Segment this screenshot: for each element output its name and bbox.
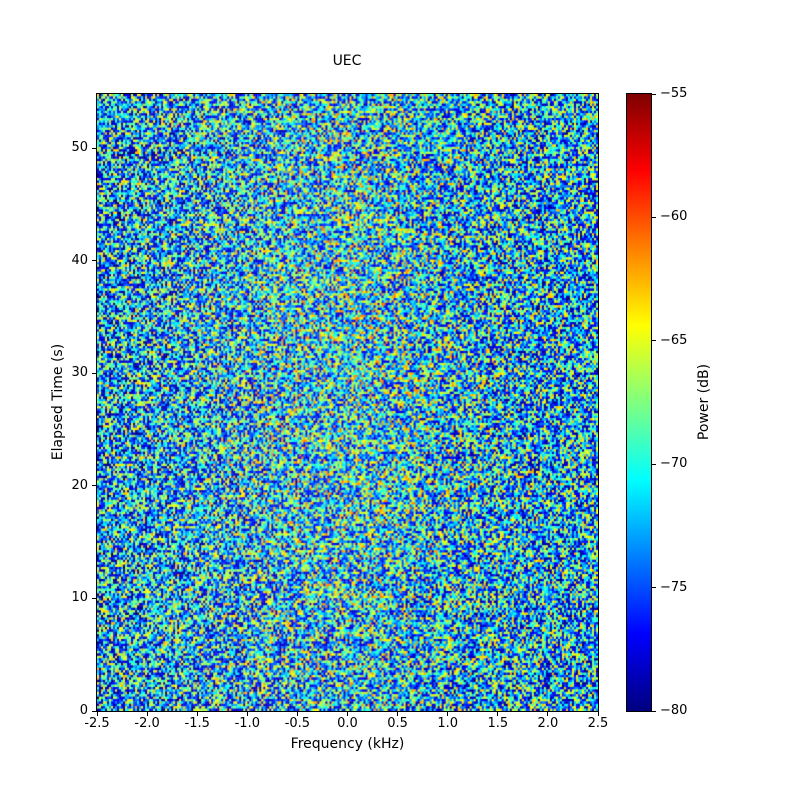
x-tick-mark xyxy=(146,712,148,716)
colorbar-tick-mark xyxy=(652,587,656,589)
spectrogram-canvas xyxy=(97,94,598,711)
y-tick-label: 0 xyxy=(79,703,88,718)
x-tick-label: -2.5 xyxy=(84,716,110,731)
x-tick-label: 0.5 xyxy=(387,716,408,731)
y-tick-mark xyxy=(92,372,96,374)
x-tick-label: 0.0 xyxy=(337,716,358,731)
x-tick-mark xyxy=(347,712,348,716)
y-tick-mark xyxy=(92,260,96,262)
y-tick-label: 20 xyxy=(71,477,88,493)
colorbar-tick-label: −65 xyxy=(660,332,688,348)
x-tick-mark xyxy=(246,712,248,716)
x-tick-label: 2.0 xyxy=(537,716,559,731)
colorbar-tick-label: −70 xyxy=(660,456,688,472)
y-tick-mark xyxy=(92,147,96,149)
colorbar-tick-mark xyxy=(652,93,656,95)
x-tick-mark xyxy=(597,712,599,716)
colorbar-tick-mark xyxy=(652,710,656,712)
colorbar-tick-label: −55 xyxy=(660,86,688,101)
colorbar xyxy=(626,93,652,712)
colorbar-tick-mark xyxy=(652,216,656,218)
x-tick-mark xyxy=(397,712,399,716)
x-tick-mark xyxy=(447,712,449,716)
y-tick-mark xyxy=(92,485,96,487)
colorbar-tick-mark xyxy=(652,463,656,465)
x-tick-label: -1.5 xyxy=(184,716,210,731)
x-tick-mark xyxy=(497,712,499,716)
x-tick-label: 1.5 xyxy=(487,716,509,731)
x-tick-label: 1.0 xyxy=(437,716,459,731)
colorbar-tick-label: −60 xyxy=(660,209,688,225)
x-tick-mark xyxy=(96,712,98,716)
y-tick-label: 30 xyxy=(71,365,88,381)
y-tick-mark xyxy=(92,710,96,712)
x-tick-label: 2.5 xyxy=(587,716,609,731)
y-axis-label: Elapsed Time (s) xyxy=(50,343,66,461)
x-tick-mark xyxy=(196,712,198,716)
chart-title: UEC xyxy=(332,52,362,69)
colorbar-tick-label: −80 xyxy=(660,703,688,718)
x-tick-mark xyxy=(296,712,298,716)
x-tick-label: -2.0 xyxy=(134,716,160,731)
y-tick-label: 40 xyxy=(71,252,88,268)
colorbar-label: Power (dB) xyxy=(696,363,712,441)
x-tick-mark xyxy=(547,712,549,716)
colorbar-tick-label: −75 xyxy=(660,579,688,595)
colorbar-tick-mark xyxy=(652,340,656,342)
plot-area xyxy=(96,93,599,712)
x-tick-label: -0.5 xyxy=(284,716,311,731)
y-tick-label: 10 xyxy=(71,590,88,606)
x-tick-label: -1.0 xyxy=(234,716,260,731)
x-axis-label: Frequency (kHz) xyxy=(290,736,405,752)
y-tick-mark xyxy=(92,597,96,599)
y-tick-label: 50 xyxy=(71,140,88,156)
